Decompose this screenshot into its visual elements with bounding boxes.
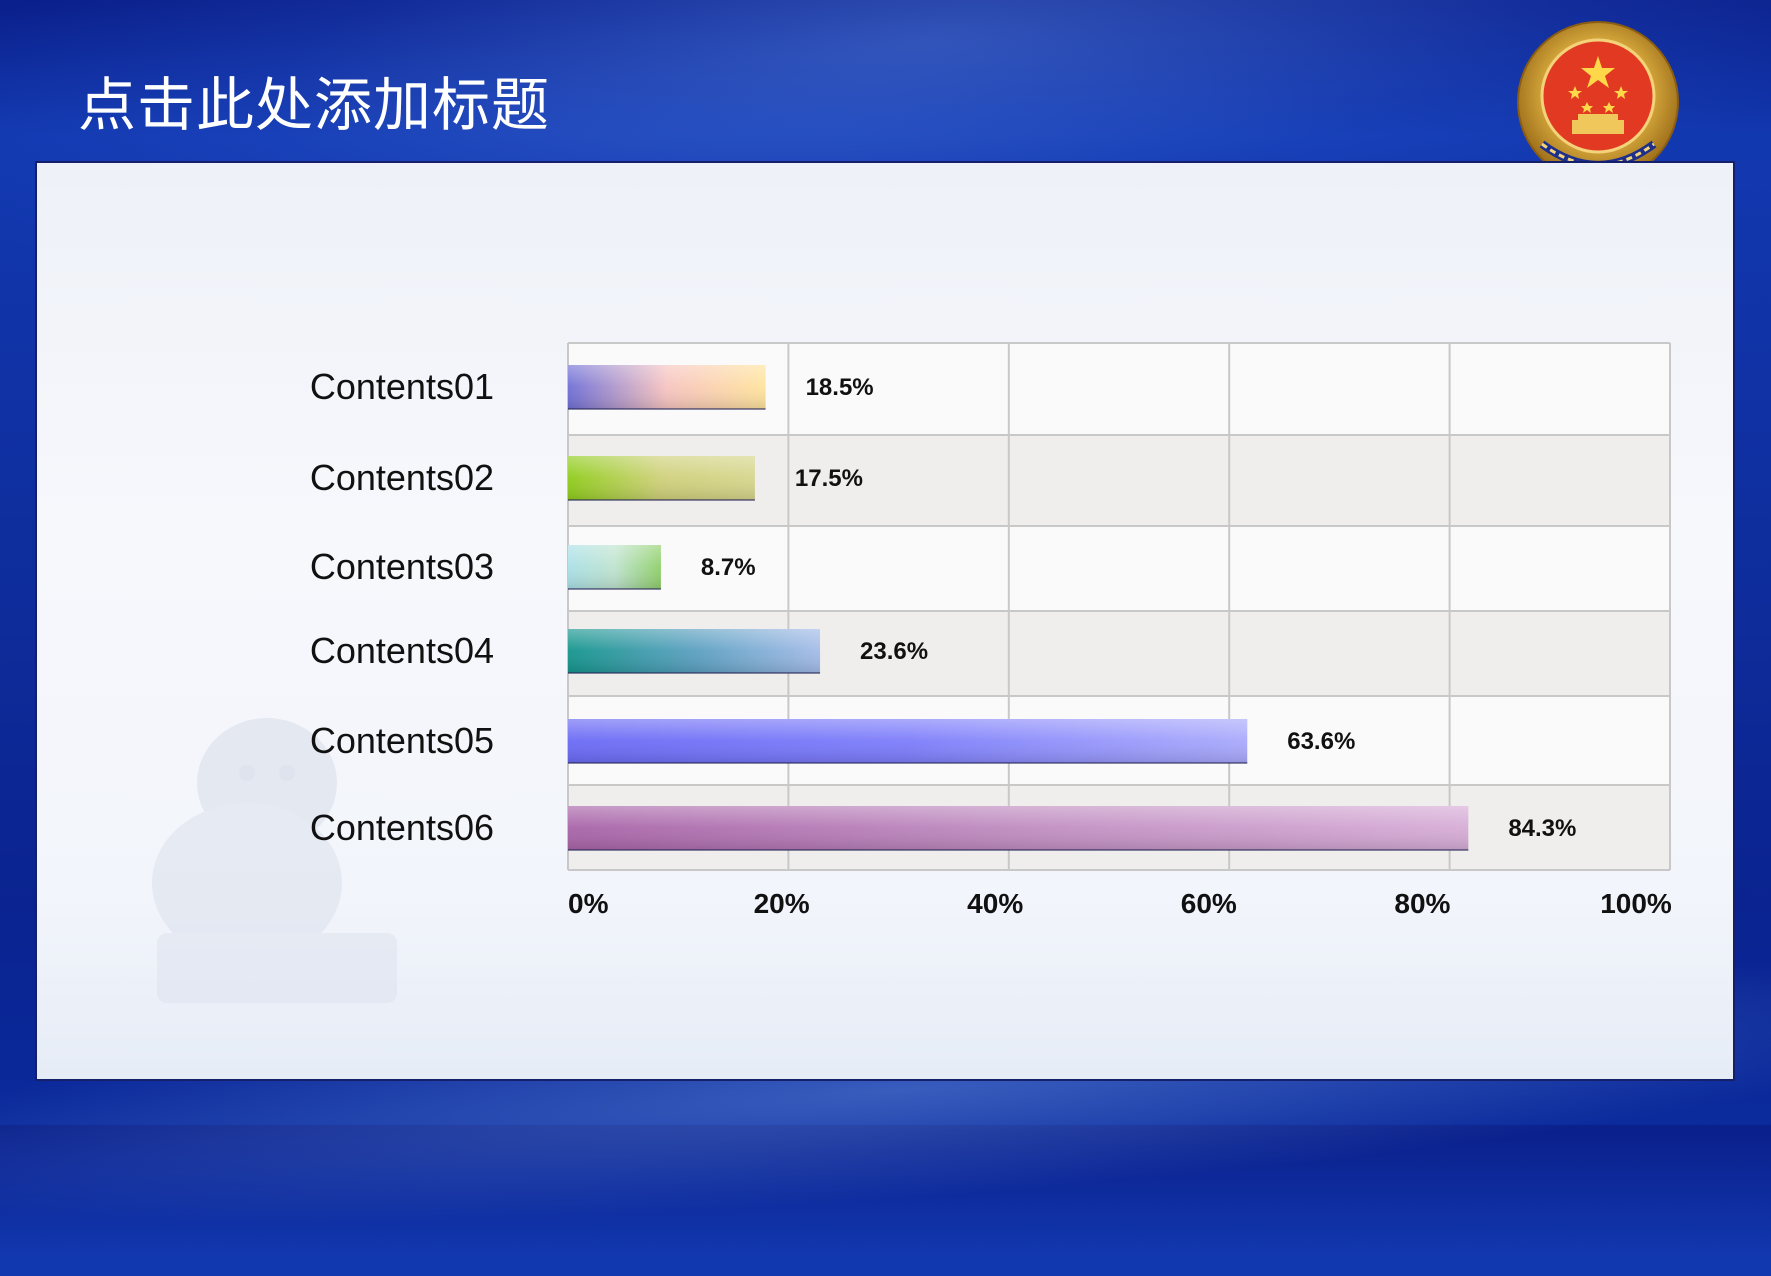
data-label: 18.5% (806, 374, 874, 401)
x-tick-label: 0% (568, 888, 609, 919)
data-label: 84.3% (1508, 815, 1576, 842)
bar-gloss (568, 629, 821, 673)
bar-chart: Contents01 18.5% Contents02 17.5% Contents03… (310, 342, 1672, 919)
bar-gloss (568, 365, 766, 409)
x-tick-label: 20% (754, 888, 810, 919)
data-label: 17.5% (795, 465, 863, 492)
data-label: 23.6% (860, 638, 928, 665)
category-label: Contents06 (310, 807, 494, 848)
stone-lion-watermark-icon (152, 718, 397, 1003)
x-tick-label: 80% (1394, 888, 1450, 919)
bar-gloss (568, 456, 755, 500)
x-tick-label: 100% (1600, 888, 1672, 919)
bar-gloss (568, 719, 1248, 763)
category-label: Contents02 (310, 457, 494, 498)
chart-panel: Contents01 18.5% Contents02 17.5% Contents03… (35, 161, 1735, 1081)
data-label: 8.7% (701, 554, 756, 581)
data-label: 63.6% (1287, 728, 1355, 755)
category-label: Contents03 (310, 546, 494, 587)
category-label: Contents05 (310, 720, 494, 761)
x-tick-label: 60% (1181, 888, 1237, 919)
row-band (568, 526, 1670, 611)
category-label: Contents04 (310, 630, 494, 671)
category-label: Contents01 (310, 366, 494, 407)
slide-title: 点击此处添加标题 (78, 71, 551, 139)
bar-gloss (568, 545, 661, 589)
x-tick-label: 40% (967, 888, 1023, 919)
bar-gloss (568, 806, 1469, 850)
